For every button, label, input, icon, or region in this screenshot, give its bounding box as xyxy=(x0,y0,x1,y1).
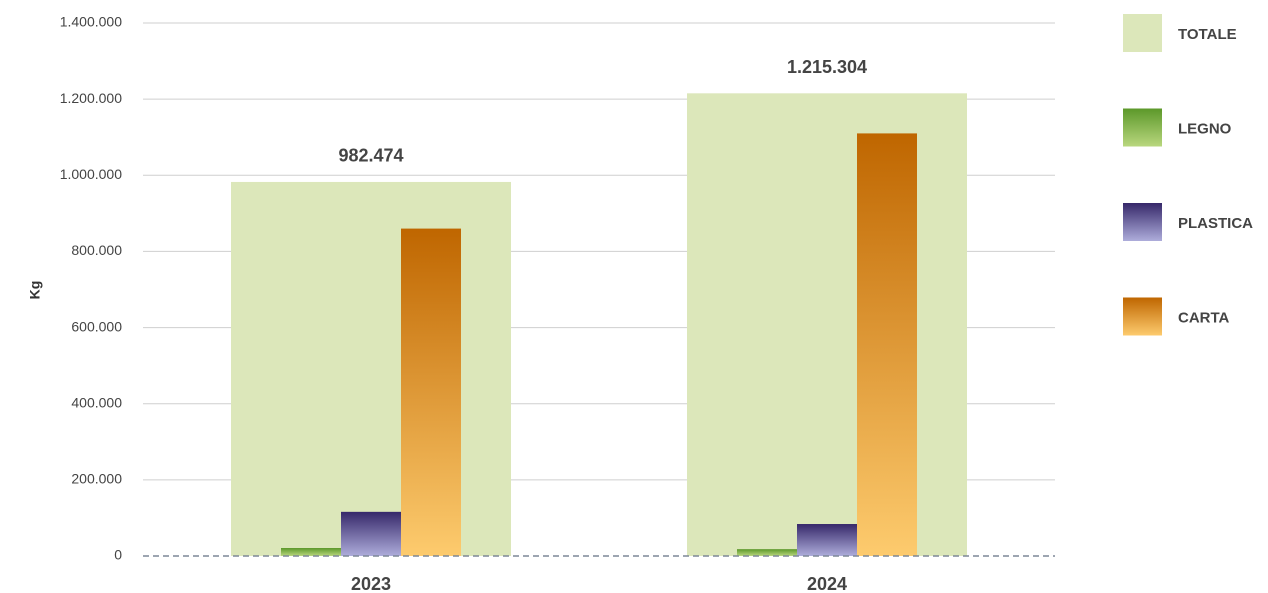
legend-swatch xyxy=(1123,14,1162,52)
data-label: 1.215.304 xyxy=(787,57,867,77)
legend-swatch xyxy=(1123,108,1162,147)
bar xyxy=(341,511,401,556)
x-tick-label: 2023 xyxy=(351,574,391,593)
bar xyxy=(231,181,511,556)
y-tick-label: 800.000 xyxy=(71,242,122,258)
bar xyxy=(401,228,461,557)
bar xyxy=(281,548,341,556)
legend-label: LEGNO xyxy=(1178,120,1232,137)
legend-label: TOTALE xyxy=(1178,26,1237,43)
y-tick-label: 1.000.000 xyxy=(60,166,122,182)
bar xyxy=(857,133,917,556)
legend-swatch xyxy=(1123,297,1162,336)
x-tick-label: 2024 xyxy=(807,574,847,593)
legend-swatch xyxy=(1123,203,1162,241)
y-tick-label: 0 xyxy=(114,547,122,563)
bar xyxy=(687,93,967,556)
y-tick-label: 600.000 xyxy=(71,318,122,334)
bar xyxy=(737,549,797,556)
y-tick-label: 400.000 xyxy=(71,394,122,410)
legend-label: CARTA xyxy=(1178,309,1230,326)
y-tick-label: 1.400.000 xyxy=(60,14,122,30)
y-tick-label: 1.200.000 xyxy=(60,90,122,106)
y-axis-label: Kg xyxy=(27,281,43,300)
bar xyxy=(797,524,857,556)
data-label: 982.474 xyxy=(338,146,403,166)
y-tick-label: 200.000 xyxy=(71,471,122,487)
legend-label: PLASTICA xyxy=(1178,215,1253,232)
